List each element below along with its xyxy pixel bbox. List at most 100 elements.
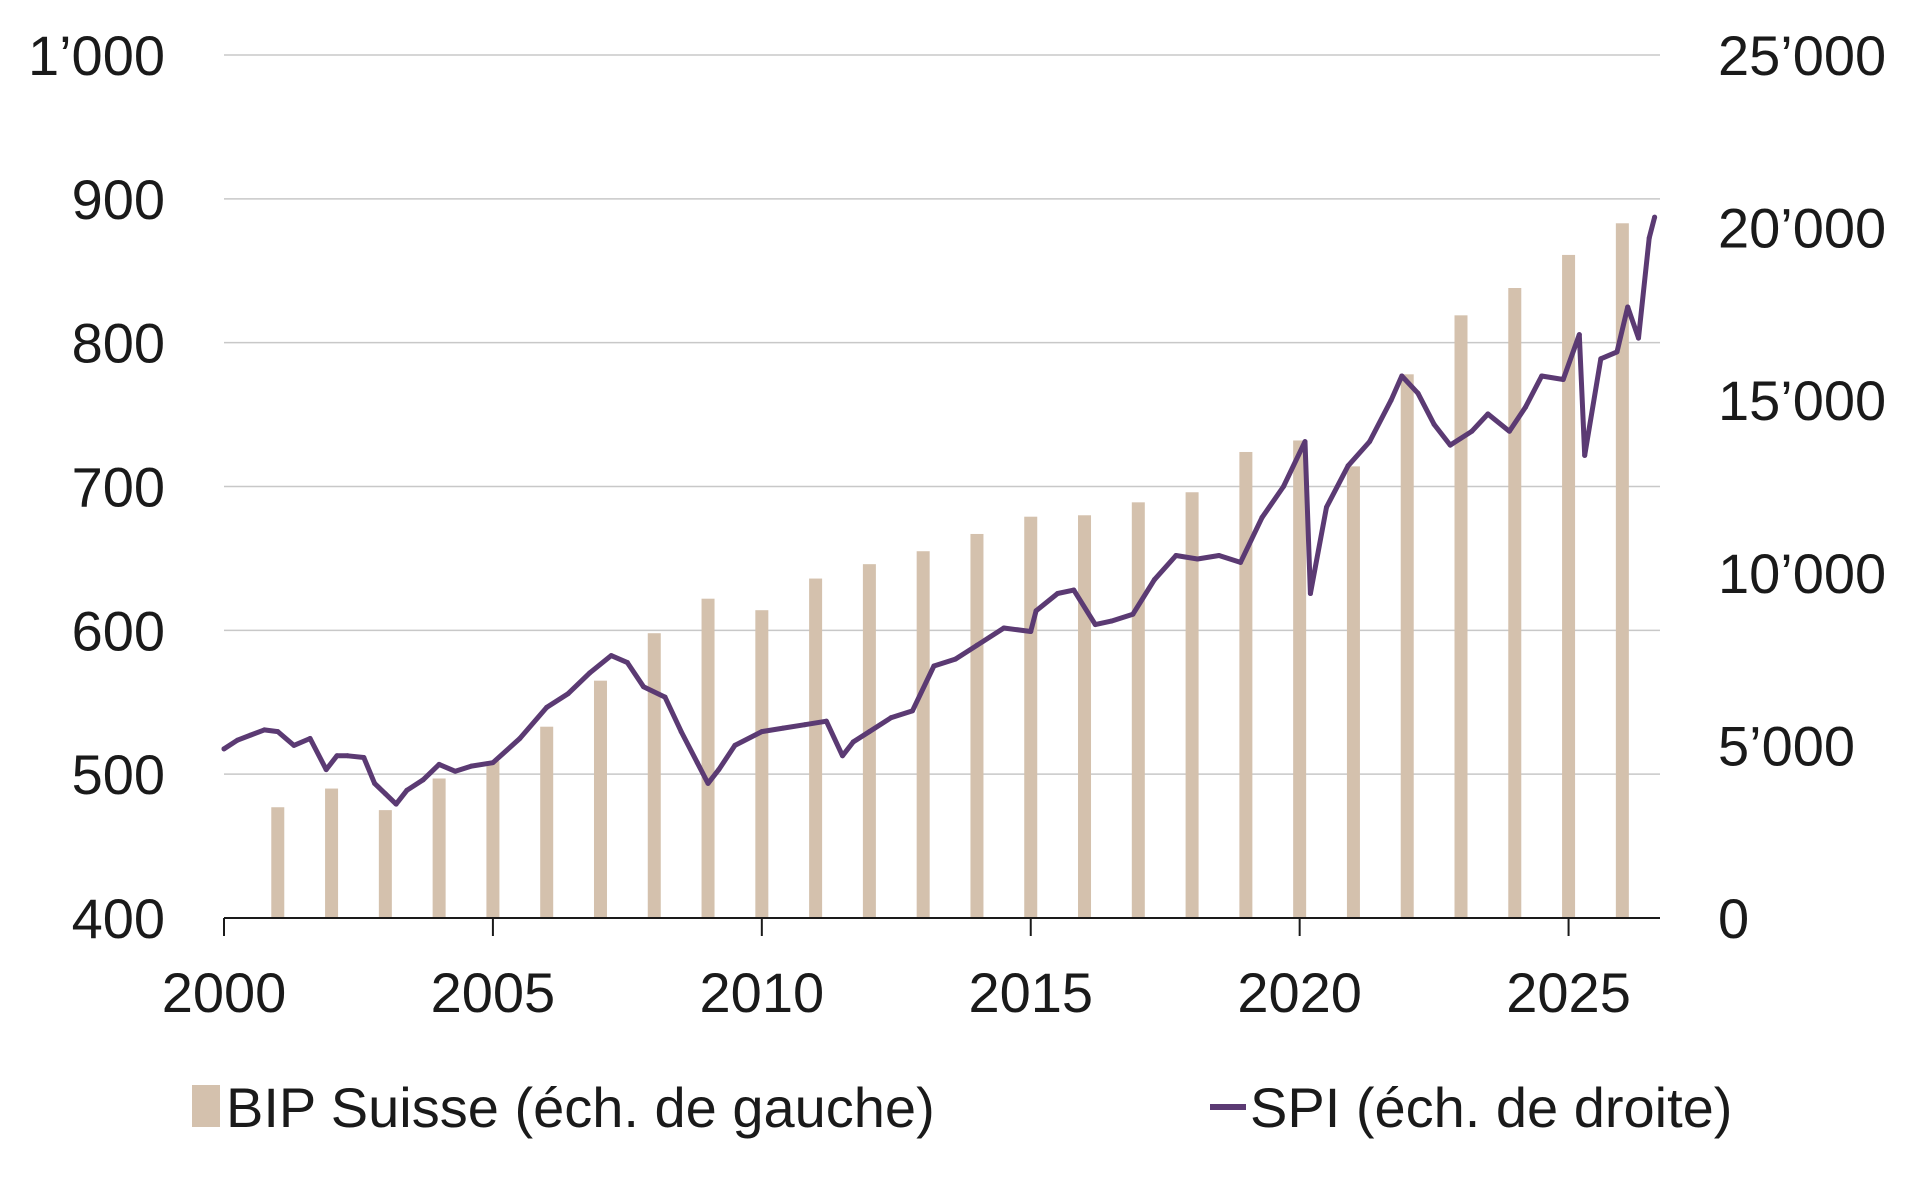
bar-bip-2020 xyxy=(1293,440,1307,918)
point-spi xyxy=(840,753,846,759)
point-spi xyxy=(1345,463,1351,469)
right-axis-ticks: 0 5’000 10’000 15’000 20’000 25’000 xyxy=(1718,24,1886,950)
bar-bip-2006 xyxy=(540,726,554,918)
point-spi xyxy=(234,737,240,743)
bar-bip-2002 xyxy=(325,788,339,918)
point-spi xyxy=(1576,332,1582,338)
point-spi xyxy=(275,729,281,735)
point-spi xyxy=(823,718,829,724)
point-spi xyxy=(974,642,980,648)
bar-bip-2014 xyxy=(970,533,984,918)
right-tick-label: 25’000 xyxy=(1718,24,1886,87)
point-spi xyxy=(1216,553,1222,559)
right-tick-label: 20’000 xyxy=(1718,197,1886,260)
point-spi xyxy=(393,801,399,807)
point-spi xyxy=(1307,591,1313,597)
point-spi xyxy=(1431,421,1437,427)
point-spi xyxy=(323,767,329,773)
x-tick-label: 2000 xyxy=(162,961,287,1024)
point-spi xyxy=(1646,235,1652,241)
point-spi xyxy=(1367,439,1373,445)
point-spi xyxy=(1652,214,1658,220)
point-spi xyxy=(759,729,765,735)
left-axis-ticks: 400 500 600 700 800 900 1’000 xyxy=(28,24,165,950)
point-spi xyxy=(261,727,267,733)
point-spi xyxy=(1598,356,1604,362)
point-spi xyxy=(1614,349,1620,355)
point-spi xyxy=(888,715,894,721)
point-spi xyxy=(662,694,668,700)
point-spi xyxy=(291,742,297,748)
point-spi xyxy=(624,660,630,666)
point-spi xyxy=(544,704,550,710)
bar-bip-2022 xyxy=(1400,374,1414,918)
bar-bip-2013 xyxy=(916,551,930,918)
point-spi xyxy=(1388,397,1394,403)
point-spi xyxy=(608,653,614,659)
point-spi xyxy=(221,746,227,752)
point-spi xyxy=(1173,553,1179,559)
point-spi xyxy=(1033,608,1039,614)
bar-bip-2009 xyxy=(701,598,715,918)
x-axis-ticks: 2000 2005 2010 2015 2020 2025 xyxy=(162,918,1631,1024)
bar-bip-2019 xyxy=(1239,451,1253,918)
gridlines xyxy=(224,54,1660,775)
right-tick-label: 10’000 xyxy=(1718,542,1886,605)
bar-bip-2004 xyxy=(432,778,446,918)
legend: BIP Suisse (éch. de gauche) SPI (éch. de… xyxy=(192,1076,1732,1139)
point-spi xyxy=(1635,335,1641,341)
point-spi xyxy=(952,656,958,662)
point-spi xyxy=(1560,376,1566,382)
point-spi xyxy=(694,760,700,766)
bar-bip-2005 xyxy=(486,761,500,918)
point-spi xyxy=(404,787,410,793)
point-spi xyxy=(1281,484,1287,489)
point-spi xyxy=(1582,452,1588,458)
point-spi xyxy=(931,663,937,669)
left-tick-label: 900 xyxy=(72,168,165,231)
point-spi xyxy=(517,735,523,741)
bar-bip-2018 xyxy=(1185,492,1199,918)
point-spi xyxy=(1485,411,1491,417)
left-tick-label: 500 xyxy=(72,743,165,806)
point-spi xyxy=(678,729,684,735)
point-spi xyxy=(1399,373,1405,379)
point-spi xyxy=(716,767,722,773)
point-spi xyxy=(866,729,872,735)
point-spi xyxy=(1469,428,1475,434)
point-spi xyxy=(1055,591,1061,597)
point-spi xyxy=(1302,439,1308,445)
point-spi xyxy=(732,742,738,748)
point-spi xyxy=(436,761,442,767)
point-spi xyxy=(307,735,313,741)
bar-bip-2024 xyxy=(1508,288,1522,918)
bar-series xyxy=(271,223,1629,918)
point-spi xyxy=(1194,556,1200,562)
legend-label-bip: BIP Suisse (éch. de gauche) xyxy=(226,1076,935,1139)
point-spi xyxy=(1092,622,1098,628)
point-spi xyxy=(705,780,711,786)
bar-bip-2008 xyxy=(647,633,661,918)
point-spi xyxy=(909,708,915,714)
x-tick-label: 2005 xyxy=(431,961,556,1024)
point-spi xyxy=(1523,404,1529,410)
point-spi xyxy=(1447,442,1453,448)
bar-bip-2023 xyxy=(1454,315,1468,918)
bar-bip-2026 xyxy=(1615,223,1629,918)
bar-bip-2010 xyxy=(755,610,769,918)
right-tick-label: 15’000 xyxy=(1718,369,1886,432)
point-spi xyxy=(1324,504,1330,510)
point-spi xyxy=(1539,373,1545,379)
bar-bip-2003 xyxy=(378,810,392,918)
right-tick-label: 0 xyxy=(1718,887,1749,950)
point-spi xyxy=(334,753,340,759)
point-spi xyxy=(1259,515,1265,521)
point-spi xyxy=(372,780,378,786)
point-spi xyxy=(382,791,388,797)
point-spi xyxy=(1415,390,1421,396)
point-spi xyxy=(1028,628,1034,634)
left-tick-label: 1’000 xyxy=(28,24,165,87)
point-spi xyxy=(802,722,808,728)
left-tick-label: 700 xyxy=(72,456,165,519)
